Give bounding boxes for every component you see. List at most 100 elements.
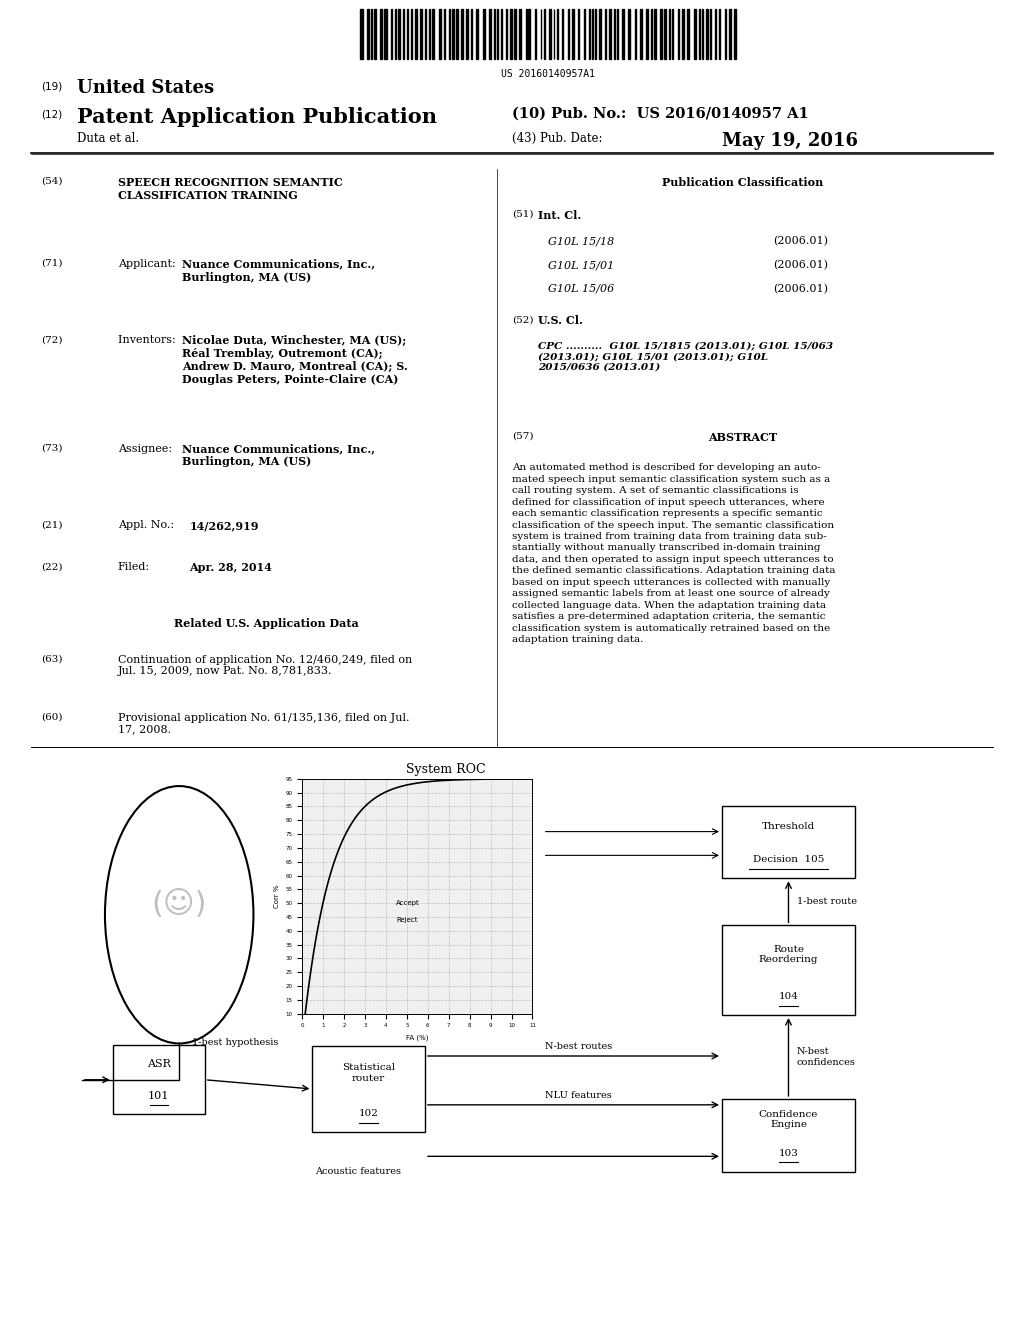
Bar: [483, 9, 485, 59]
Text: (51): (51): [512, 210, 534, 219]
Text: Inventors:: Inventors:: [118, 335, 179, 346]
Bar: [678, 9, 679, 59]
Bar: [640, 9, 642, 59]
Bar: [722, 925, 855, 1015]
Text: (19): (19): [41, 82, 62, 92]
Bar: [528, 9, 530, 59]
Text: NLU features: NLU features: [545, 1090, 612, 1100]
Text: (73): (73): [41, 444, 62, 453]
Text: Route
Reordering: Route Reordering: [759, 945, 818, 964]
Text: 101: 101: [148, 1090, 169, 1101]
Text: Assignee:: Assignee:: [118, 444, 175, 454]
Text: May 19, 2016: May 19, 2016: [722, 132, 858, 150]
Bar: [557, 9, 558, 59]
Text: System ROC: System ROC: [406, 763, 485, 776]
Text: (57): (57): [512, 432, 534, 441]
Bar: [605, 9, 606, 59]
Y-axis label: Corr %: Corr %: [273, 884, 280, 908]
Bar: [578, 9, 580, 59]
Text: Applicant:: Applicant:: [118, 259, 179, 269]
Text: (21): (21): [41, 520, 62, 529]
Bar: [654, 9, 655, 59]
Text: (2006.01): (2006.01): [773, 260, 828, 271]
Bar: [734, 9, 736, 59]
Bar: [514, 9, 516, 59]
Text: 1-best route: 1-best route: [797, 898, 857, 907]
Bar: [672, 9, 674, 59]
Bar: [374, 9, 376, 59]
Text: 1-best hypothesis: 1-best hypothesis: [193, 1038, 279, 1047]
Text: (2006.01): (2006.01): [773, 236, 828, 247]
Text: Reject: Reject: [396, 917, 418, 923]
Bar: [476, 9, 478, 59]
Bar: [368, 9, 369, 59]
Text: 103: 103: [778, 1148, 799, 1158]
Bar: [312, 1045, 425, 1133]
Bar: [453, 9, 454, 59]
Text: Confidence
Engine: Confidence Engine: [759, 1110, 818, 1129]
Bar: [722, 805, 855, 879]
Text: Nicolae Duta, Winchester, MA (US);
Réal Tremblay, Outremont (CA);
Andrew D. Maur: Nicolae Duta, Winchester, MA (US); Réal …: [182, 335, 408, 385]
Bar: [623, 9, 625, 59]
Bar: [535, 9, 537, 59]
Bar: [380, 9, 382, 59]
Bar: [360, 9, 362, 59]
Bar: [571, 9, 573, 59]
Text: Provisional application No. 61/135,136, filed on Jul.
17, 2008.: Provisional application No. 61/135,136, …: [118, 713, 410, 734]
Bar: [398, 9, 399, 59]
Text: (63): (63): [41, 655, 62, 664]
Bar: [497, 9, 499, 59]
Bar: [659, 9, 662, 59]
Text: United States: United States: [77, 79, 214, 98]
Bar: [384, 9, 387, 59]
Bar: [589, 9, 590, 59]
Bar: [629, 9, 631, 59]
Text: 14/262,919: 14/262,919: [189, 520, 259, 531]
Bar: [562, 9, 563, 59]
Bar: [599, 9, 601, 59]
Text: ASR: ASR: [146, 1059, 171, 1069]
Bar: [501, 9, 502, 59]
Text: G10L 15/06: G10L 15/06: [548, 284, 614, 294]
Bar: [510, 9, 512, 59]
Bar: [411, 9, 412, 59]
Bar: [420, 9, 422, 59]
Text: Threshold: Threshold: [762, 822, 815, 830]
Text: G10L 15/01: G10L 15/01: [548, 260, 614, 271]
Text: SPEECH RECOGNITION SEMANTIC
CLASSIFICATION TRAINING: SPEECH RECOGNITION SEMANTIC CLASSIFICATI…: [118, 177, 342, 201]
Text: Apr. 28, 2014: Apr. 28, 2014: [189, 562, 272, 573]
Bar: [698, 9, 699, 59]
Text: (☺): (☺): [152, 890, 207, 919]
Bar: [489, 9, 492, 59]
Text: (12): (12): [41, 110, 62, 120]
Text: (60): (60): [41, 713, 62, 722]
Text: Nuance Communications, Inc.,
Burlington, MA (US): Nuance Communications, Inc., Burlington,…: [182, 444, 376, 467]
Bar: [707, 9, 708, 59]
Bar: [415, 9, 417, 59]
Text: An automated method is described for developing an auto-
mated speech input sema: An automated method is described for dev…: [512, 463, 836, 644]
Text: 104: 104: [778, 993, 799, 1001]
Bar: [113, 1045, 205, 1114]
Bar: [568, 9, 569, 59]
Bar: [687, 9, 689, 59]
Bar: [584, 9, 585, 59]
Bar: [609, 9, 611, 59]
Bar: [595, 9, 596, 59]
Text: (22): (22): [41, 562, 62, 572]
Text: Continuation of application No. 12/460,249, filed on
Jul. 15, 2009, now Pat. No.: Continuation of application No. 12/460,2…: [118, 655, 412, 676]
Bar: [519, 9, 521, 59]
Text: Filed:: Filed:: [118, 562, 150, 573]
Text: N-best
confidences: N-best confidences: [797, 1047, 855, 1067]
Text: 102: 102: [358, 1109, 379, 1118]
Text: Related U.S. Application Data: Related U.S. Application Data: [174, 618, 358, 628]
Bar: [549, 9, 551, 59]
Text: (2006.01): (2006.01): [773, 284, 828, 294]
Bar: [461, 9, 463, 59]
Text: Acoustic features: Acoustic features: [315, 1167, 401, 1176]
Text: ABSTRACT: ABSTRACT: [708, 432, 777, 442]
Bar: [402, 9, 404, 59]
Text: US 20160140957A1: US 20160140957A1: [501, 69, 595, 79]
Text: Accept: Accept: [396, 900, 420, 907]
Text: U.S. Cl.: U.S. Cl.: [538, 315, 583, 326]
Bar: [682, 9, 684, 59]
